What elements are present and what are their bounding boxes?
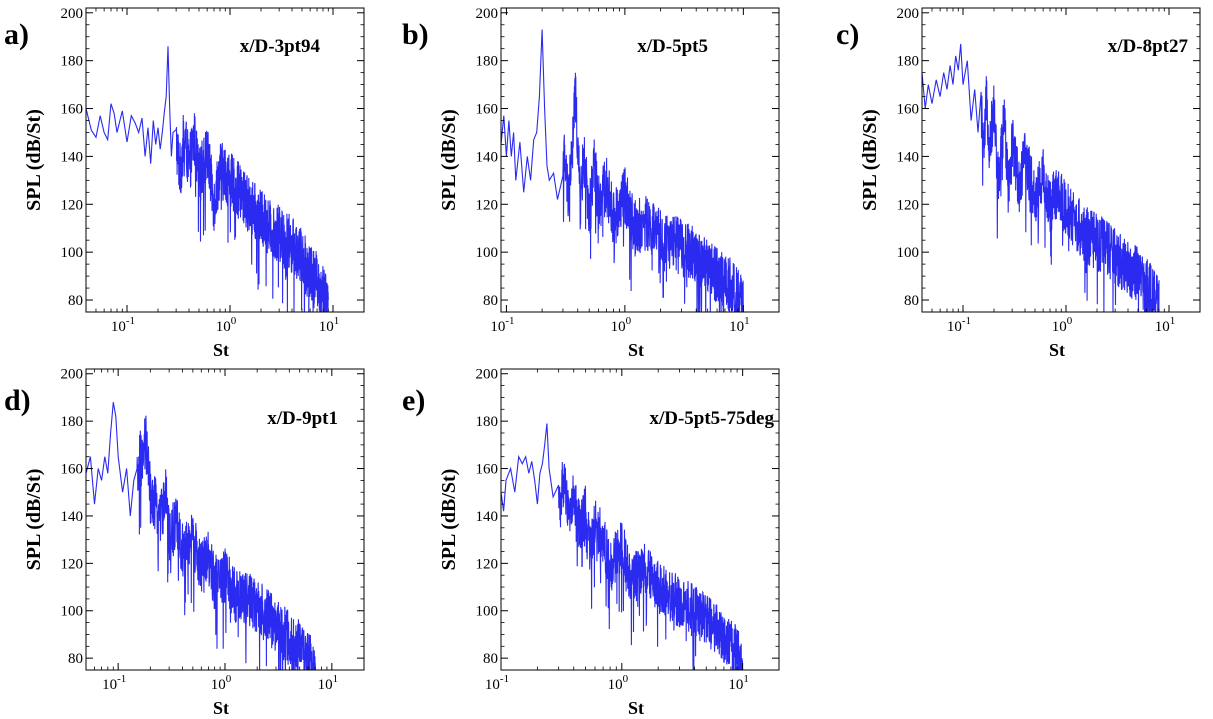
y-tick-label: 80 <box>904 293 919 309</box>
spl-series-line <box>501 29 744 312</box>
y-tick-label: 80 <box>68 651 83 667</box>
y-tick-label: 100 <box>476 245 499 261</box>
y-tick-label: 100 <box>61 604 84 620</box>
panel-label: d) <box>4 384 31 417</box>
x-axis-label: St <box>628 340 644 360</box>
x-tick-label: 101 <box>728 673 749 693</box>
y-axis-label: SPL (dB/St) <box>859 109 881 211</box>
y-tick-label: 160 <box>476 102 499 118</box>
panel-annotation: x/D-5pt5-75deg <box>649 408 774 429</box>
y-tick-label: 120 <box>61 197 84 213</box>
x-axis-label: St <box>1049 340 1065 360</box>
y-tick-label: 180 <box>897 54 920 70</box>
y-tick-label: 180 <box>61 54 84 70</box>
x-tick-label: 101 <box>1155 315 1176 335</box>
y-tick-label: 160 <box>476 462 499 478</box>
y-tick-label: 100 <box>61 245 84 261</box>
y-tick-label: 140 <box>61 149 84 165</box>
y-axis-label: SPL (dB/St) <box>438 469 460 571</box>
panel-e: 80 100 120 140 160 180 200 10-1 100 101 St SPL (dB/… <box>402 367 780 718</box>
x-tick-label: 10-1 <box>947 315 971 335</box>
panel-label: c) <box>836 18 859 51</box>
y-tick-label: 140 <box>476 509 499 525</box>
x-tick-label: 100 <box>611 315 632 335</box>
spl-series-line <box>501 423 744 670</box>
y-tick-label: 200 <box>897 6 920 22</box>
panel-label: e) <box>402 384 425 417</box>
spl-series-line <box>922 43 1160 312</box>
panel-b: 80 100 120 140 160 180 200 10-1 100 101 St SPL (dB/… <box>402 6 780 360</box>
y-tick-label: 200 <box>61 6 84 22</box>
x-tick-label: 10-1 <box>485 673 509 693</box>
x-tick-label: 100 <box>608 673 629 693</box>
panel-a: 80 100 120 140 160 180 200 10-1 100 101 St SPL (dB/… <box>4 6 365 360</box>
plot-frame <box>500 7 780 313</box>
y-tick-label: 140 <box>61 509 84 525</box>
y-tick-label: 160 <box>61 462 84 478</box>
y-tick-label: 120 <box>476 556 499 572</box>
y-tick-label: 160 <box>61 102 84 118</box>
y-tick-label: 100 <box>476 604 499 620</box>
x-axis-label: St <box>628 698 644 718</box>
x-tick-label: 10-1 <box>111 315 135 335</box>
x-tick-label: 100 <box>1052 315 1073 335</box>
x-tick-label: 101 <box>319 315 340 335</box>
y-tick-label: 200 <box>61 367 84 383</box>
y-tick-label: 140 <box>476 149 499 165</box>
x-tick-label: 10-1 <box>490 315 514 335</box>
y-tick-label: 180 <box>476 54 499 70</box>
y-tick-label: 100 <box>897 245 920 261</box>
x-tick-label: 100 <box>216 315 237 335</box>
y-axis-label: SPL (dB/St) <box>438 109 460 211</box>
panel-label: a) <box>4 18 29 51</box>
y-axis-label: SPL (dB/St) <box>23 109 45 211</box>
panel-annotation: x/D-8pt27 <box>1108 36 1189 57</box>
spl-series-line <box>86 402 316 670</box>
panel-label: b) <box>402 18 429 51</box>
x-tick-label: 100 <box>211 673 232 693</box>
x-tick-label: 10-1 <box>102 673 126 693</box>
y-tick-label: 200 <box>476 367 499 383</box>
panel-annotation: x/D-9pt1 <box>267 408 338 429</box>
x-axis-label: St <box>213 340 229 360</box>
y-tick-label: 80 <box>483 293 498 309</box>
x-tick-label: 101 <box>729 315 750 335</box>
panel-c: 80 100 120 140 160 180 200 10-1 100 101 St SPL (dB/… <box>836 6 1201 360</box>
y-tick-label: 120 <box>476 197 499 213</box>
y-tick-label: 120 <box>897 197 920 213</box>
plot-frame <box>500 368 780 671</box>
y-tick-label: 120 <box>61 556 84 572</box>
y-tick-label: 80 <box>483 651 498 667</box>
spl-series-line <box>86 46 329 312</box>
y-tick-label: 160 <box>897 102 920 118</box>
x-tick-label: 101 <box>318 673 339 693</box>
y-tick-label: 180 <box>61 414 84 430</box>
y-axis-label: SPL (dB/St) <box>23 469 45 571</box>
panel-d: 80 100 120 140 160 180 200 10-1 100 101 St SPL (dB/… <box>4 367 365 718</box>
x-axis-label: St <box>213 698 229 718</box>
panel-annotation: x/D-3pt94 <box>240 36 321 57</box>
y-tick-label: 80 <box>68 293 83 309</box>
y-tick-label: 200 <box>476 6 499 22</box>
y-tick-label: 140 <box>897 149 920 165</box>
y-tick-label: 180 <box>476 414 499 430</box>
panel-annotation: x/D-5pt5 <box>637 36 708 57</box>
